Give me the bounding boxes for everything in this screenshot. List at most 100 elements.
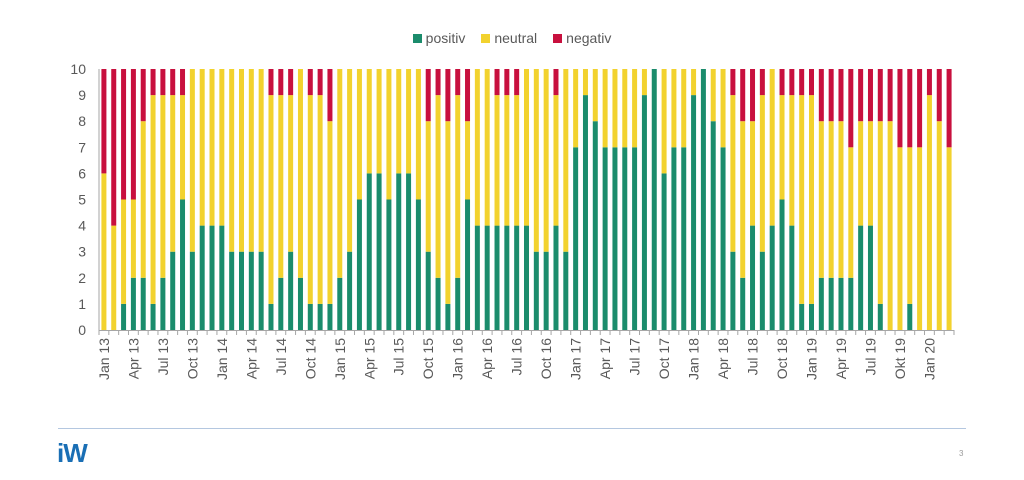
x-tick-label: Jan 14 xyxy=(214,338,230,380)
bar-segment-negativ xyxy=(170,69,176,96)
bar-segment-neutral xyxy=(150,95,156,304)
x-tick-label: Jan 13 xyxy=(96,338,112,380)
bar-segment-neutral xyxy=(445,121,451,304)
bar-segment-positiv xyxy=(740,277,746,330)
bar-segment-neutral xyxy=(897,147,903,330)
bar-segment-neutral xyxy=(189,69,195,252)
bar-segment-positiv xyxy=(632,147,638,330)
bar-segment-neutral xyxy=(425,121,431,252)
bar-segment-positiv xyxy=(524,225,529,330)
bar-segment-neutral xyxy=(582,69,588,96)
bar-segment-neutral xyxy=(337,69,343,278)
bar-segment-neutral xyxy=(435,95,441,278)
bar-segment-positiv xyxy=(435,277,441,330)
bar-segment-positiv xyxy=(474,225,480,330)
bar-segment-neutral xyxy=(789,95,795,226)
bar-segment-neutral xyxy=(160,95,166,278)
bar-segment-neutral xyxy=(111,225,117,330)
bar-segment-neutral xyxy=(867,121,873,226)
bar-segment-neutral xyxy=(356,69,362,200)
bar-segment-neutral xyxy=(248,69,254,252)
bar-segment-neutral xyxy=(376,69,382,174)
bar-segment-positiv xyxy=(189,251,195,330)
legend-swatch-negativ xyxy=(553,33,563,43)
bar-segment-positiv xyxy=(121,303,127,330)
bar-segment-neutral xyxy=(946,147,952,330)
bar-segment-positiv xyxy=(661,173,667,330)
bar-segment-negativ xyxy=(150,69,156,96)
bar-segment-positiv xyxy=(307,303,313,330)
bar-segment-negativ xyxy=(268,69,274,96)
bar-segment-neutral xyxy=(297,69,303,278)
bar-segment-positiv xyxy=(710,121,716,330)
bar-segment-negativ xyxy=(327,69,333,122)
bar-segment-neutral xyxy=(632,69,638,148)
bar-segment-neutral xyxy=(563,69,569,252)
bar-segment-positiv xyxy=(582,95,588,330)
bar-segment-neutral xyxy=(641,69,647,96)
bar-segment-neutral xyxy=(848,147,854,278)
bar-segment-neutral xyxy=(622,69,628,148)
bar-segment-negativ xyxy=(130,69,136,200)
bar-segment-positiv xyxy=(288,251,294,330)
bar-segment-positiv xyxy=(209,225,215,330)
y-axis: 0 1 2 3 4 5 6 7 8 9 10 xyxy=(70,61,100,338)
bar-segment-neutral xyxy=(759,95,765,252)
y-tick-label: 4 xyxy=(78,218,86,234)
bar-segment-neutral xyxy=(524,69,529,226)
chart-legend: positiv neutral negativ xyxy=(0,30,1024,46)
bar-segment-neutral xyxy=(484,69,490,226)
y-tick-label: 6 xyxy=(78,165,86,181)
bar-segment-neutral xyxy=(671,69,677,148)
bar-segment-positiv xyxy=(858,225,864,330)
bar-segment-positiv xyxy=(130,277,136,330)
bar-segment-neutral xyxy=(406,69,412,174)
legend-item-negativ: negativ xyxy=(553,30,611,46)
bars xyxy=(101,69,952,330)
bar-segment-positiv xyxy=(160,277,166,330)
bar-segment-positiv xyxy=(317,303,323,330)
bar-segment-neutral xyxy=(799,95,805,304)
bar-segment-positiv xyxy=(848,277,854,330)
x-tick-label: Jul 19 xyxy=(862,338,878,376)
bar-segment-positiv xyxy=(563,251,569,330)
bar-segment-negativ xyxy=(455,69,461,96)
bar-segment-neutral xyxy=(720,69,726,148)
bar-segment-positiv xyxy=(759,251,765,330)
bar-segment-positiv xyxy=(671,147,677,330)
bar-segment-positiv xyxy=(268,303,274,330)
bar-segment-negativ xyxy=(867,69,873,122)
x-tick-label: Jan 15 xyxy=(332,338,348,380)
bar-segment-negativ xyxy=(288,69,294,96)
bar-segment-positiv xyxy=(720,147,726,330)
legend-swatch-neutral xyxy=(481,33,491,43)
iw-logo: iW xyxy=(57,438,88,468)
bar-segment-positiv xyxy=(681,147,687,330)
bar-segment-neutral xyxy=(268,95,274,304)
bar-segment-negativ xyxy=(877,69,883,122)
bar-segment-neutral xyxy=(258,69,264,252)
bar-segment-negativ xyxy=(799,69,805,96)
bar-segment-negativ xyxy=(307,69,313,96)
bar-segment-negativ xyxy=(494,69,500,96)
bar-segment-negativ xyxy=(425,69,431,122)
bar-segment-positiv xyxy=(239,251,244,330)
bar-segment-neutral xyxy=(209,69,215,226)
x-tick-label: Oct 18 xyxy=(774,338,790,379)
legend-swatch-positiv xyxy=(412,33,422,43)
bar-segment-neutral xyxy=(199,69,205,226)
bar-segment-negativ xyxy=(317,69,323,96)
bar-segment-neutral xyxy=(602,69,608,148)
bar-segment-neutral xyxy=(838,121,844,278)
bar-segment-neutral xyxy=(415,69,421,200)
bar-segment-neutral xyxy=(474,69,480,226)
bar-segment-negativ xyxy=(445,69,451,122)
bar-segment-negativ xyxy=(465,69,471,122)
bar-segment-neutral xyxy=(140,121,146,278)
bar-segment-positiv xyxy=(278,277,284,330)
bar-segment-positiv xyxy=(602,147,608,330)
bar-segment-positiv xyxy=(504,225,510,330)
bar-segment-neutral xyxy=(170,95,176,252)
x-tick-label: Oct 15 xyxy=(420,338,436,379)
bar-segment-positiv xyxy=(818,277,824,330)
